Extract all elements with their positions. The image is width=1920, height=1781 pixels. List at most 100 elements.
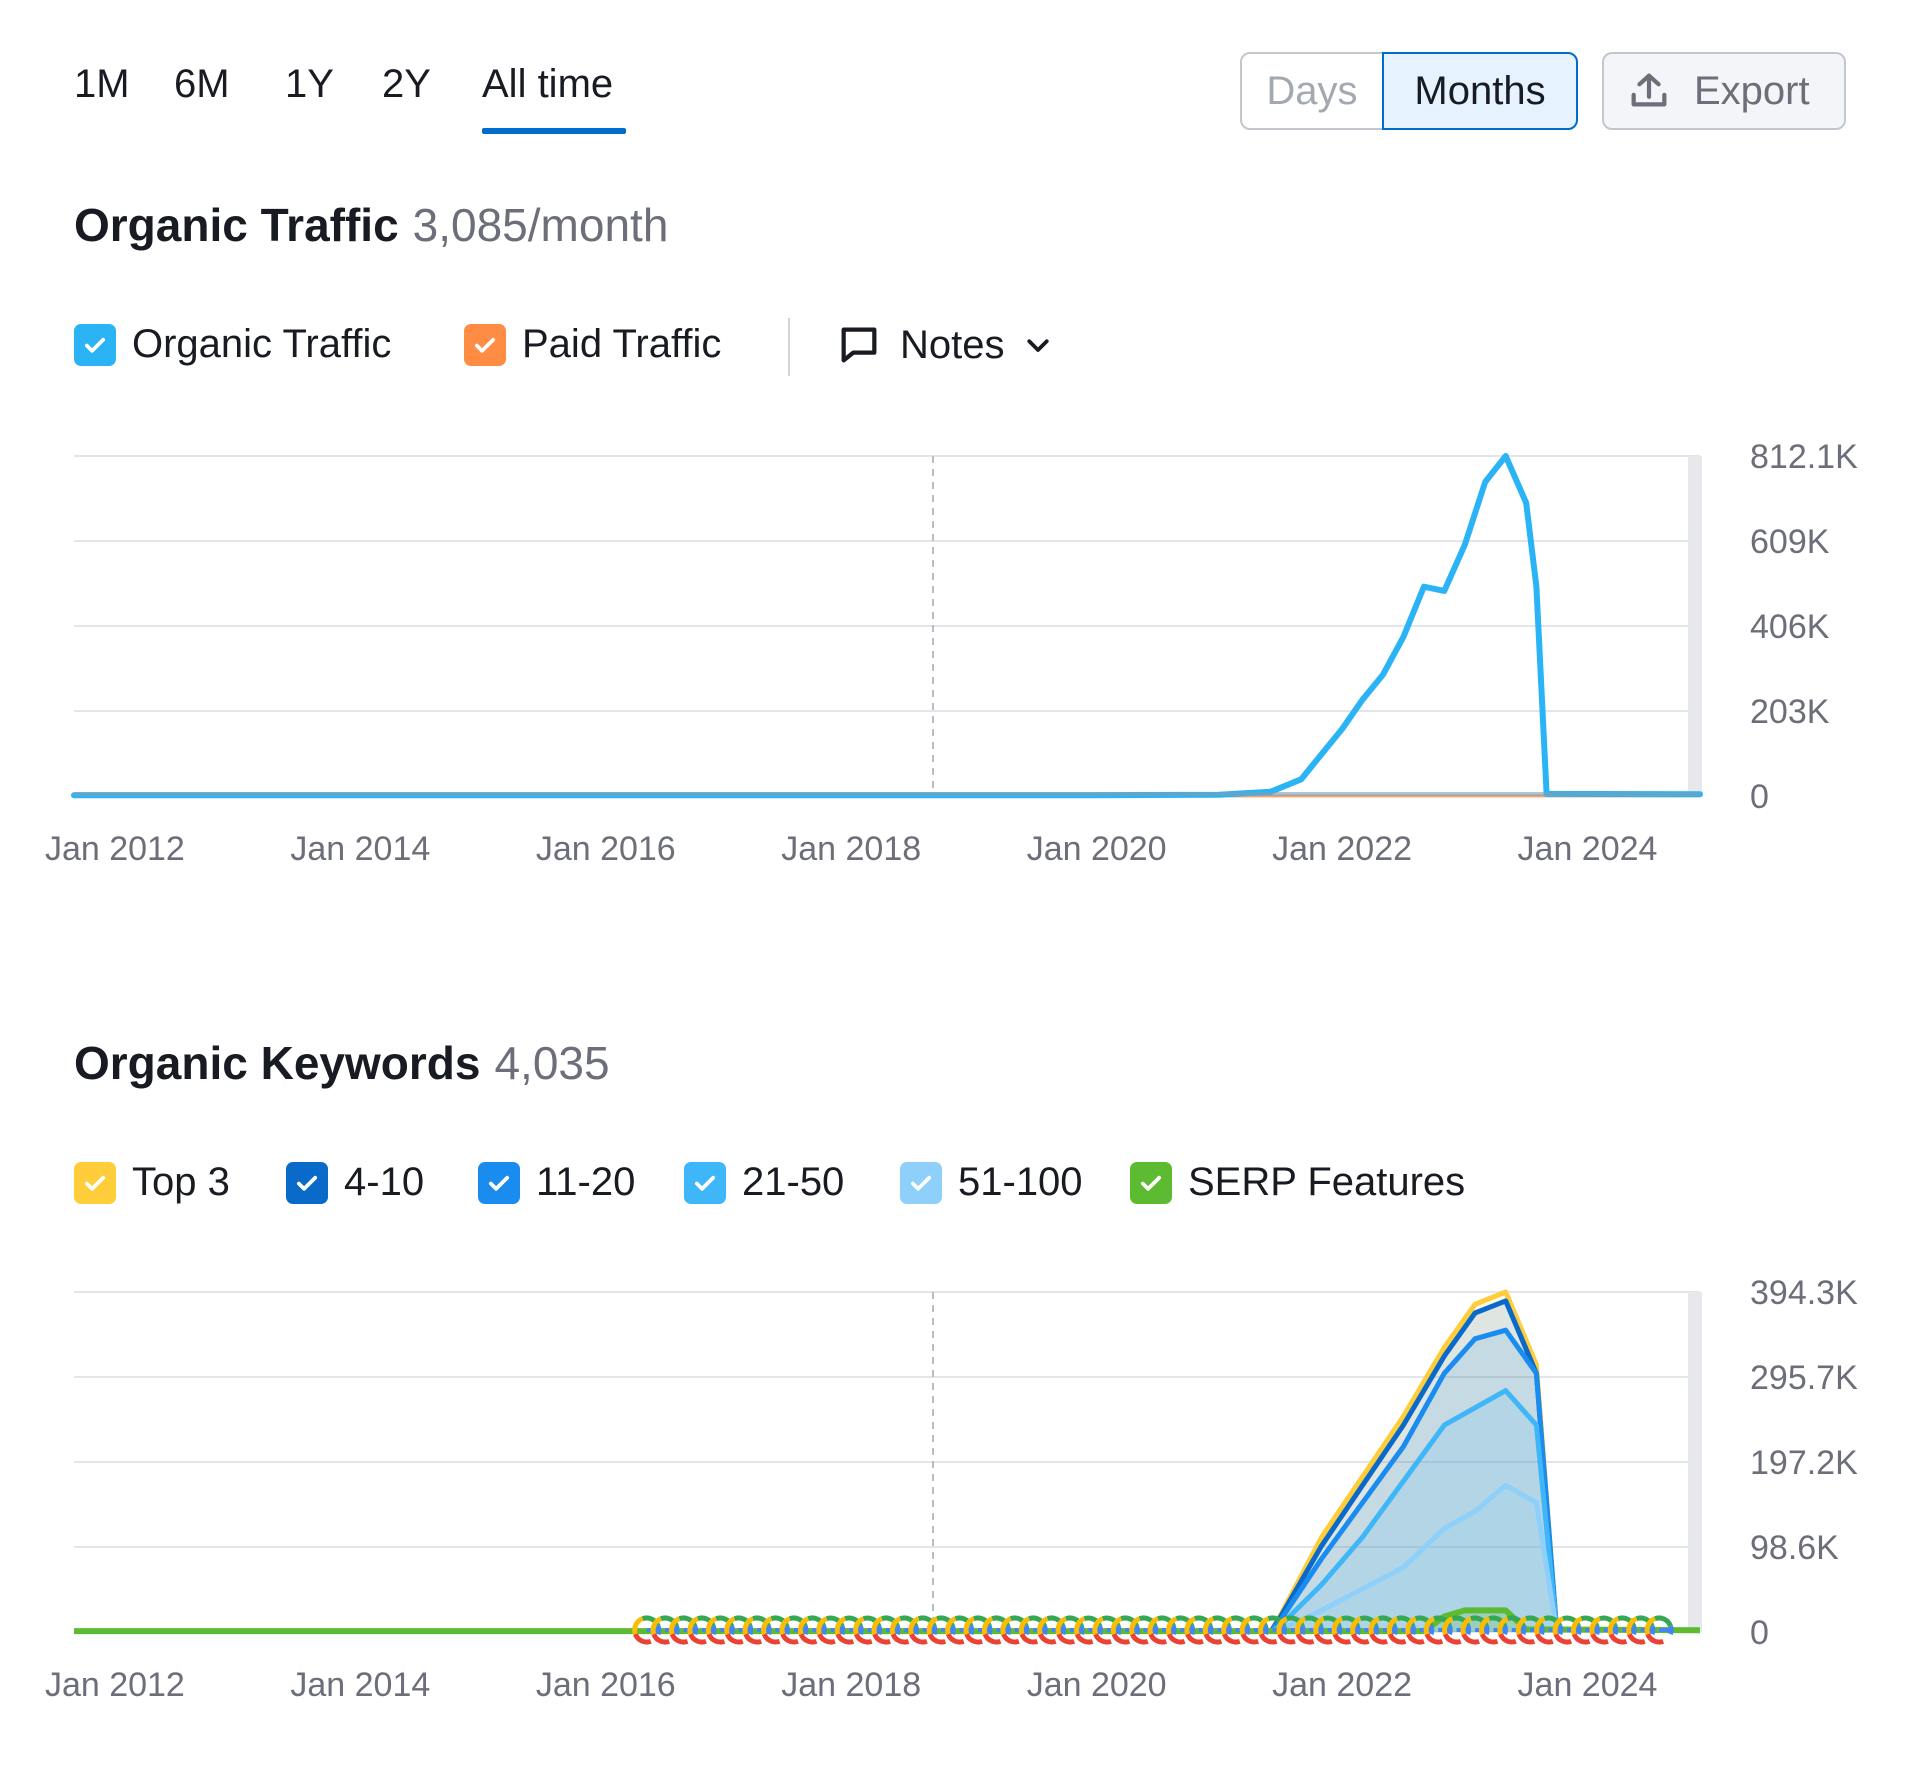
keywords-area-top-3 (1270, 1292, 1557, 1632)
google-update-icon-arc (1654, 1615, 1673, 1627)
google-update-icon-arc (1479, 1616, 1491, 1635)
traffic-y-tick-label: 0 (1750, 778, 1769, 816)
google-update-icon (779, 1615, 809, 1645)
google-update-icon-arc (1018, 1616, 1031, 1635)
chevron-down-icon (1023, 330, 1053, 360)
legend-label: Paid Traffic (522, 322, 722, 366)
range-all-time[interactable]: All time (482, 62, 614, 106)
google-update-icon-arc (913, 1625, 919, 1635)
google-update-icon-arc (1331, 1616, 1344, 1635)
notes-dropdown[interactable]: Notes (836, 322, 1053, 368)
google-update-icon-arc (899, 1615, 919, 1627)
google-update-icon-arc (1134, 1625, 1140, 1635)
google-update-icon-arc (807, 1615, 826, 1627)
google-update-icon-arc (964, 1633, 983, 1645)
google-update-icon-arc (1222, 1633, 1241, 1645)
google-update-icon-arc (908, 1616, 920, 1635)
google-update-icon-arc (963, 1616, 975, 1635)
google-update-icon (1110, 1615, 1140, 1645)
google-update-icon (1423, 1615, 1453, 1645)
keywords-x-tick-label: Jan 2016 (536, 1666, 676, 1704)
google-update-icon-arc (1447, 1625, 1453, 1635)
organic-traffic-title: Organic Traffic (74, 199, 399, 251)
google-update-icon (1313, 1615, 1343, 1645)
months-toggle[interactable]: Months (1382, 52, 1578, 130)
export-label: Export (1694, 68, 1810, 113)
google-update-icon-arc (844, 1615, 863, 1627)
google-update-icon (1386, 1615, 1416, 1645)
google-update-icon-arc (1396, 1615, 1416, 1627)
google-update-icon-arc (1258, 1616, 1270, 1635)
google-update-icon-arc (1314, 1633, 1333, 1645)
google-update-icon-arc (688, 1633, 707, 1645)
google-update-icon-arc (729, 1625, 735, 1635)
google-update-icon-arc (1294, 1616, 1307, 1635)
legend-label: 51-100 (958, 1160, 1083, 1204)
google-update-icon-arc (1552, 1616, 1565, 1635)
google-update-icon-arc (950, 1625, 956, 1635)
google-update-icon-arc (1230, 1615, 1250, 1627)
google-update-icon-arc (1285, 1615, 1305, 1627)
legend-11-20[interactable]: 11-20 (478, 1160, 635, 1205)
google-update-icon-arc (1461, 1633, 1480, 1645)
google-update-icon-arc (917, 1615, 937, 1627)
google-update-icon-arc (1498, 1633, 1517, 1645)
legend-4-10[interactable]: 4-10 (286, 1160, 424, 1205)
google-update-icon-arc (692, 1625, 699, 1635)
google-update-icon-arc (982, 1633, 1002, 1645)
legend-51-100[interactable]: 51-100 (900, 1160, 1083, 1205)
google-update-icon-arc (742, 1616, 755, 1635)
keywords-y-tick-label: 98.6K (1750, 1529, 1839, 1567)
google-update-icon-arc (1276, 1616, 1288, 1635)
google-update-icon-arc (816, 1616, 828, 1635)
google-update-icon-arc (1470, 1615, 1489, 1627)
range-2y[interactable]: 2Y (382, 62, 431, 106)
google-update-icon-arc (1350, 1633, 1370, 1645)
keywords-line-top-3 (1268, 1289, 1560, 1634)
google-update-icon-arc (954, 1615, 974, 1627)
range-1m[interactable]: 1M (74, 62, 130, 106)
legend-label: Top 3 (132, 1160, 230, 1204)
google-update-icon (908, 1615, 938, 1645)
keywords-y-tick-label: 295.7K (1750, 1359, 1858, 1397)
days-toggle[interactable]: Days (1240, 52, 1384, 130)
google-update-icon (1202, 1615, 1232, 1645)
google-update-icon-arc (1046, 1615, 1066, 1627)
legend-serp-features[interactable]: SERP Features (1130, 1160, 1465, 1205)
upload-icon (1626, 68, 1672, 114)
google-update-icon-arc (889, 1616, 902, 1635)
google-update-icon-arc (1635, 1615, 1655, 1627)
legend-paid-traffic[interactable]: Paid Traffic (464, 322, 721, 367)
google-update-icon-arc (1589, 1616, 1601, 1635)
google-update-icon-arc (1626, 1616, 1638, 1635)
google-update-icon-arc (881, 1615, 900, 1627)
google-update-icon-arc (871, 1616, 883, 1635)
google-update-icon-arc (1166, 1633, 1186, 1645)
google-update-icon-arc (1608, 1633, 1628, 1645)
google-update-icon-arc (1359, 1615, 1379, 1627)
legend-21-50[interactable]: 21-50 (684, 1160, 844, 1205)
keywords-area-11-20 (1270, 1330, 1557, 1632)
google-update-icon-arc (1562, 1615, 1581, 1627)
legend-organic-traffic[interactable]: Organic Traffic (74, 322, 391, 367)
range-1y[interactable]: 1Y (285, 62, 334, 106)
organic-keywords-heading: Organic Keywords 4,035 (74, 1036, 610, 1090)
range-6m[interactable]: 6M (174, 62, 230, 106)
traffic-chart-right-edge (1688, 456, 1702, 796)
google-update-icon-arc (770, 1615, 790, 1627)
google-update-icon-arc (1304, 1615, 1323, 1627)
legend-top-3[interactable]: Top 3 (74, 1160, 230, 1205)
google-update-icon (1515, 1615, 1545, 1645)
google-update-icon-arc (1221, 1616, 1233, 1635)
traffic-x-tick-label: Jan 2024 (1518, 830, 1658, 868)
google-update-icon-arc (633, 1633, 652, 1645)
google-update-icon-arc (1244, 1625, 1251, 1635)
legend-label: 11-20 (536, 1160, 636, 1204)
traffic-x-tick-label: Jan 2018 (781, 830, 921, 868)
google-update-icon-arc (1074, 1616, 1086, 1635)
google-update-icon-arc (936, 1615, 955, 1627)
export-button[interactable]: Export (1602, 52, 1846, 130)
google-update-icon-arc (894, 1625, 901, 1635)
traffic-y-tick-label: 812.1K (1750, 438, 1858, 476)
google-update-icon-arc (660, 1615, 679, 1627)
